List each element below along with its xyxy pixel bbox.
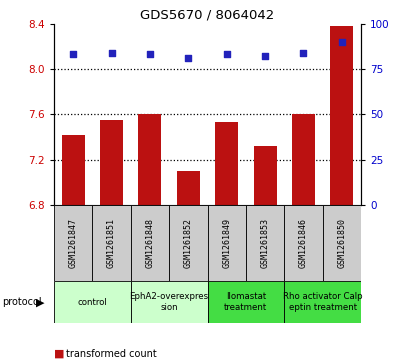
Text: GSM1261853: GSM1261853 bbox=[261, 218, 270, 268]
Point bbox=[70, 52, 76, 57]
Bar bbox=[284, 281, 361, 323]
Bar bbox=[139, 114, 161, 205]
Text: GSM1261846: GSM1261846 bbox=[299, 218, 308, 268]
Bar bbox=[292, 114, 315, 205]
Point bbox=[300, 50, 307, 56]
Bar bbox=[169, 205, 208, 281]
Text: transformed count: transformed count bbox=[66, 349, 157, 359]
Bar bbox=[62, 135, 85, 205]
Text: ■: ■ bbox=[54, 349, 64, 359]
Point bbox=[185, 55, 192, 61]
Text: Rho activator Calp
eptin treatment: Rho activator Calp eptin treatment bbox=[283, 293, 362, 312]
Text: GSM1261847: GSM1261847 bbox=[68, 218, 78, 268]
Bar bbox=[215, 122, 238, 205]
Point bbox=[223, 52, 230, 57]
Bar bbox=[323, 205, 361, 281]
Bar bbox=[131, 281, 208, 323]
Point bbox=[262, 53, 269, 59]
Bar bbox=[177, 171, 200, 205]
Bar bbox=[254, 146, 276, 205]
Text: ▶: ▶ bbox=[37, 297, 45, 307]
Bar bbox=[208, 205, 246, 281]
Bar bbox=[54, 205, 92, 281]
Text: GSM1261848: GSM1261848 bbox=[145, 218, 154, 268]
Bar bbox=[284, 205, 323, 281]
Text: Ilomastat
treatment: Ilomastat treatment bbox=[224, 293, 268, 312]
Point bbox=[108, 50, 115, 56]
Bar bbox=[100, 120, 123, 205]
Bar bbox=[208, 281, 284, 323]
Point bbox=[339, 39, 345, 45]
Text: GSM1261850: GSM1261850 bbox=[337, 218, 347, 268]
Bar bbox=[131, 205, 169, 281]
Text: EphA2-overexpres
sion: EphA2-overexpres sion bbox=[129, 293, 209, 312]
Text: GSM1261849: GSM1261849 bbox=[222, 218, 231, 268]
Text: protocol: protocol bbox=[2, 297, 42, 307]
Bar bbox=[246, 205, 284, 281]
Bar bbox=[330, 26, 354, 205]
Text: GSM1261851: GSM1261851 bbox=[107, 218, 116, 268]
Text: control: control bbox=[78, 298, 107, 307]
Bar bbox=[54, 281, 131, 323]
Title: GDS5670 / 8064042: GDS5670 / 8064042 bbox=[140, 8, 275, 21]
Bar bbox=[93, 205, 131, 281]
Text: GSM1261852: GSM1261852 bbox=[184, 218, 193, 268]
Point bbox=[146, 52, 153, 57]
